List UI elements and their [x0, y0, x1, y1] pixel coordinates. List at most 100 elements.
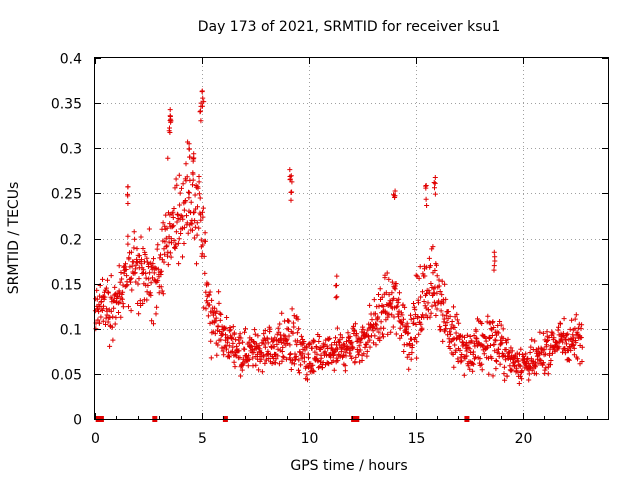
- data-point: [514, 356, 520, 361]
- data-point: [432, 302, 438, 308]
- data-point: [203, 238, 208, 244]
- data-point: [519, 368, 525, 374]
- data-point: [469, 338, 475, 344]
- data-point: [154, 304, 160, 310]
- data-point: [476, 340, 482, 346]
- data-point: [377, 335, 383, 341]
- data-point: [517, 363, 523, 369]
- data-point: [205, 281, 211, 287]
- data-point: [363, 342, 369, 348]
- data-point: [129, 287, 135, 293]
- data-point: [229, 336, 235, 342]
- data-point: [427, 314, 433, 320]
- data-point: [507, 349, 513, 355]
- data-point: [116, 263, 122, 269]
- data-point: [239, 367, 245, 373]
- data-point: [391, 295, 397, 301]
- data-point: [526, 371, 532, 377]
- data-point: [533, 362, 539, 368]
- data-point: [217, 317, 223, 323]
- data-point: [388, 301, 394, 307]
- data-point: [209, 297, 215, 303]
- data-point: [426, 290, 432, 296]
- data-point: [109, 324, 115, 330]
- data-point: [393, 331, 399, 337]
- data-point: [464, 332, 470, 338]
- data-point: [152, 265, 158, 271]
- data-point: [128, 249, 134, 255]
- data-point: [173, 176, 179, 182]
- data-point: [558, 321, 563, 327]
- data-point: [284, 336, 290, 342]
- data-point: [331, 367, 337, 373]
- data-point: [103, 322, 108, 327]
- data-point: [439, 292, 445, 298]
- data-point: [135, 301, 141, 306]
- data-point: [444, 320, 450, 326]
- data-point: [373, 322, 379, 328]
- data-point: [467, 346, 473, 352]
- data-point: [131, 229, 137, 235]
- data-point: [416, 331, 422, 337]
- data-point: [334, 294, 340, 300]
- data-point: [418, 321, 424, 327]
- data-point: [464, 353, 470, 359]
- data-point: [219, 345, 225, 351]
- data-point: [392, 195, 398, 200]
- data-point: [348, 353, 354, 359]
- data-point: [104, 312, 110, 318]
- x-tick-label: 15: [408, 431, 426, 447]
- data-point: [174, 182, 180, 188]
- data-point: [477, 356, 483, 362]
- data-point: [417, 264, 423, 270]
- data-point: [383, 290, 389, 296]
- data-point: [396, 296, 402, 302]
- data-point: [199, 88, 205, 94]
- data-point: [167, 221, 173, 227]
- data-point: [263, 357, 269, 363]
- data-point: [117, 299, 123, 305]
- data-point: [144, 255, 150, 261]
- data-point: [376, 303, 382, 309]
- data-point: [137, 253, 142, 259]
- data-point: [194, 220, 200, 226]
- data-point: [214, 308, 220, 314]
- data-point: [242, 329, 247, 335]
- data-point: [134, 246, 140, 252]
- data-point: [145, 283, 151, 288]
- data-point: [100, 318, 106, 324]
- data-point: [380, 334, 386, 340]
- data-point: [528, 344, 534, 350]
- data-point: [240, 339, 246, 345]
- data-point: [223, 332, 228, 338]
- data-point: [135, 281, 141, 287]
- data-point: [296, 370, 302, 376]
- data-point: [163, 244, 169, 250]
- data-point: [237, 355, 243, 361]
- data-point: [283, 337, 289, 343]
- data-point: [160, 291, 166, 297]
- data-point: [259, 350, 265, 356]
- data-point: [297, 349, 303, 355]
- data-point: [159, 288, 165, 294]
- data-point: [227, 325, 233, 330]
- data-point: [342, 368, 348, 374]
- data-point: [288, 351, 294, 357]
- data-point: [470, 368, 476, 374]
- data-point: [261, 341, 267, 347]
- data-point: [227, 354, 232, 360]
- data-point: [432, 191, 438, 197]
- data-point: [540, 360, 546, 366]
- data-point: [373, 321, 378, 327]
- data-point: [123, 261, 128, 267]
- data-point: [345, 330, 351, 336]
- data-point: [436, 277, 442, 283]
- data-point: [353, 354, 359, 360]
- data-point: [422, 303, 428, 309]
- data-point: [184, 213, 189, 219]
- data-point: [294, 330, 300, 336]
- data-point: [201, 305, 207, 311]
- data-point: [498, 341, 504, 347]
- data-point: [310, 337, 316, 343]
- data-point: [508, 345, 514, 351]
